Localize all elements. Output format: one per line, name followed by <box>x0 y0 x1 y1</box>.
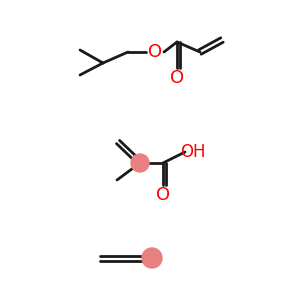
Circle shape <box>131 154 149 172</box>
Text: OH: OH <box>180 143 206 161</box>
Text: O: O <box>156 186 170 204</box>
Circle shape <box>142 248 162 268</box>
Text: O: O <box>148 43 162 61</box>
Text: O: O <box>170 69 184 87</box>
